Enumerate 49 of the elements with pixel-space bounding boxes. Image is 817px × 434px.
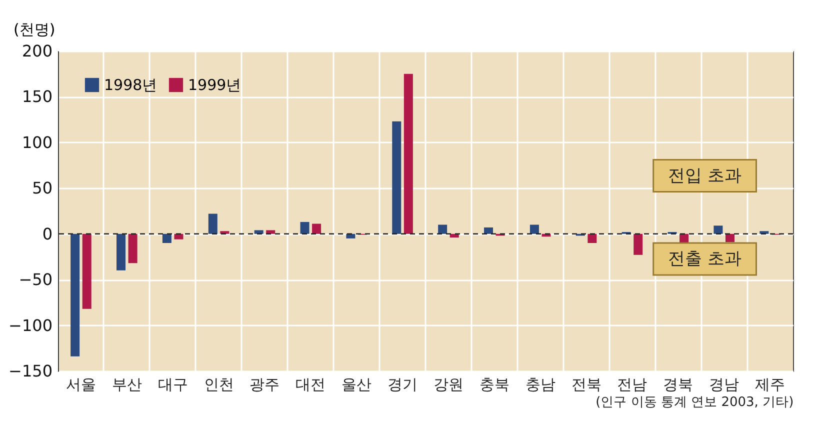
bar — [162, 234, 172, 243]
bar — [714, 226, 723, 234]
bar — [82, 234, 92, 309]
text: (인구 이동 통계 연보 2003, 기타) — [596, 395, 794, 410]
bar — [438, 224, 448, 234]
x-tick-label: 경북 — [663, 376, 694, 394]
x-tick-label: 충북 — [479, 376, 510, 394]
x-tick-label: 울산 — [342, 376, 372, 394]
bar — [346, 234, 356, 238]
bar — [588, 234, 597, 243]
y-tick-label: −100 — [8, 316, 52, 335]
bar — [484, 227, 494, 234]
x-tick-label: 전북 — [571, 376, 602, 394]
x-tick-label: 광주 — [250, 376, 280, 394]
y-tick-label: −50 — [18, 270, 52, 290]
annotation: 전출 초과 — [668, 249, 742, 269]
x-tick-label: 부산 — [112, 376, 142, 394]
x-tick-label: 대구 — [158, 376, 188, 394]
legend-label: 1999년 — [188, 76, 242, 94]
x-tick-label: 경기 — [388, 376, 418, 394]
x-tick-label: 전남 — [617, 376, 648, 394]
bar — [392, 121, 402, 234]
bar — [404, 74, 413, 234]
y-axis-title: (천명) — [14, 20, 56, 38]
legend-label: 1998년 — [104, 76, 158, 94]
bar — [312, 224, 322, 234]
x-tick-label: 대전 — [296, 376, 326, 394]
y-tick-label: 150 — [22, 87, 52, 106]
x-tick-label: 강원 — [433, 376, 464, 394]
bar — [174, 234, 184, 240]
x-tick-label: 서울 — [66, 376, 96, 394]
y-tick-label: 200 — [22, 42, 52, 60]
x-tick-label: 충남 — [525, 376, 556, 394]
y-tick-label: −150 — [8, 362, 52, 380]
x-tick-label: 인천 — [204, 376, 234, 394]
y-tick-label: 50 — [32, 178, 52, 198]
bar — [530, 224, 539, 234]
x-tick-label: 경남 — [709, 376, 740, 394]
bar — [70, 234, 80, 356]
bar — [116, 234, 126, 270]
y-tick-label: 0 — [42, 224, 52, 244]
bar — [300, 222, 310, 234]
annotation: 전입 초과 — [668, 166, 742, 186]
x-tick-label: 제주 — [755, 376, 786, 394]
y-tick-label: 100 — [22, 132, 52, 152]
bar — [208, 214, 218, 234]
bar — [634, 234, 643, 255]
bar — [725, 234, 734, 242]
bar — [128, 234, 138, 264]
